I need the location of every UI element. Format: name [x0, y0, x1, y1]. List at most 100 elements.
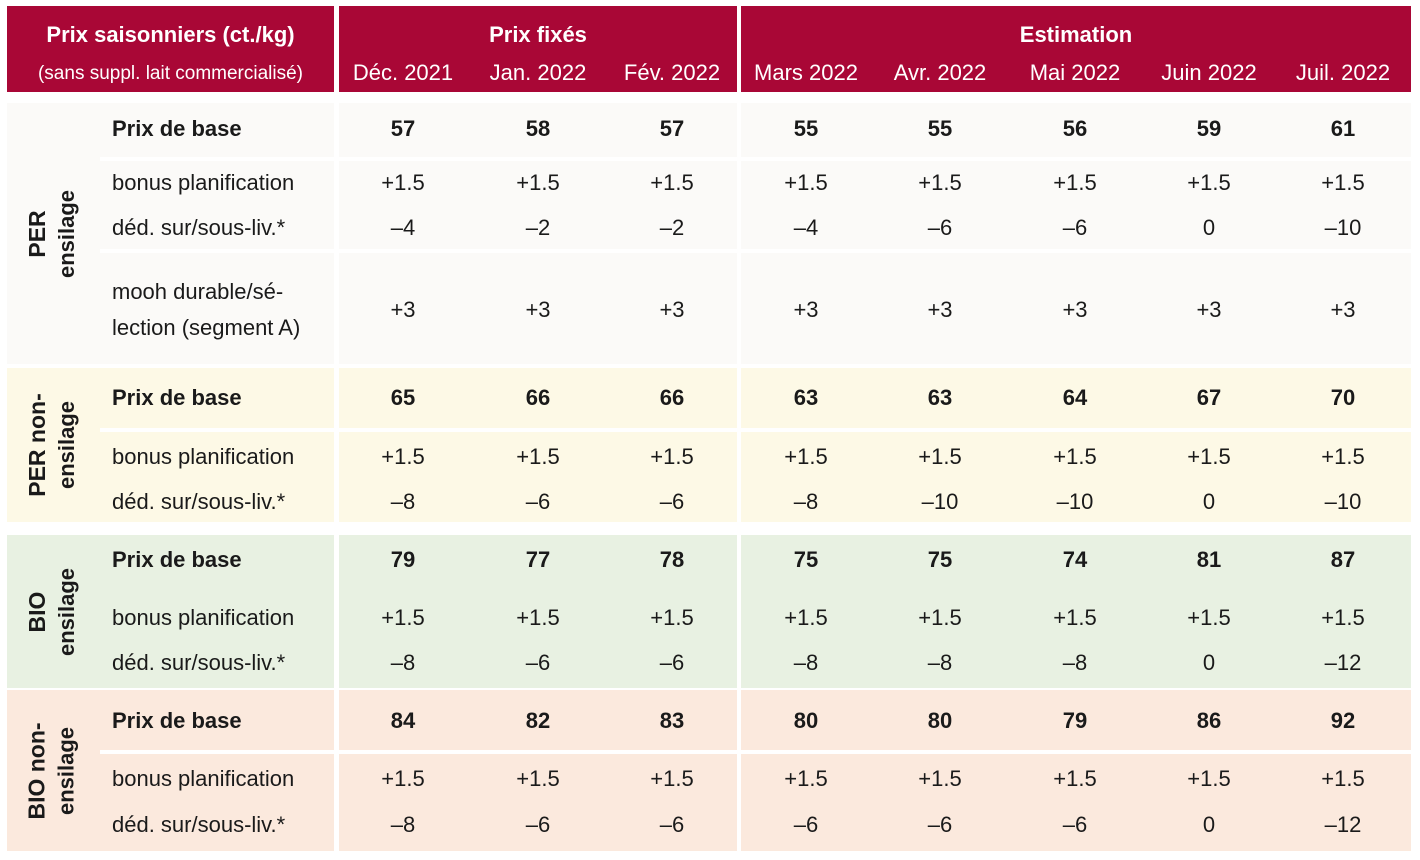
group-estimate-cells	[741, 103, 1411, 364]
row-label: Prix de base	[112, 708, 242, 733]
value-cell: –6	[659, 650, 685, 675]
row-label: Prix de base	[112, 547, 242, 572]
value-cell: +1.5	[918, 766, 962, 791]
value-cell: +3	[1330, 297, 1356, 322]
value-cell: 58	[525, 116, 551, 141]
value-cell: +1.5	[516, 605, 560, 630]
value-cell: 66	[659, 385, 685, 410]
value-cell: 83	[659, 708, 685, 733]
value-cell: –8	[793, 489, 819, 514]
header-estimate: Estimation	[741, 6, 1411, 92]
group-fixed-cells	[339, 690, 737, 851]
row-label: bonus planification	[112, 766, 295, 791]
value-cell: –8	[793, 650, 819, 675]
row-separator	[100, 428, 1411, 432]
value-cell: 0	[1202, 812, 1216, 837]
group-estimate-cells	[741, 368, 1411, 522]
value-cell: +1.5	[650, 605, 694, 630]
value-cell: –12	[1324, 812, 1362, 837]
value-cell: 59	[1196, 116, 1222, 141]
value-cell: 55	[793, 116, 819, 141]
value-cell: +1.5	[918, 444, 962, 469]
value-cell: –6	[927, 812, 953, 837]
value-cell: 79	[390, 547, 416, 572]
value-cell: –2	[525, 215, 551, 240]
group-estimate-cells	[741, 690, 1411, 851]
value-cell: 79	[1062, 708, 1088, 733]
value-cell: +1.5	[1187, 766, 1231, 791]
value-cell: –6	[1062, 215, 1088, 240]
month-header: Juin 2022	[1161, 60, 1257, 85]
value-cell: +1.5	[784, 766, 828, 791]
estimation-heading: Estimation	[1019, 22, 1133, 47]
value-cell: +1.5	[1053, 444, 1097, 469]
value-cell: 86	[1196, 708, 1222, 733]
group-label-cell	[7, 368, 334, 522]
value-cell: +1.5	[516, 170, 560, 195]
group-label-line1: BIO	[23, 591, 50, 632]
group-label: BIO ensilage	[7, 535, 97, 688]
value-cell: +1.5	[516, 444, 560, 469]
group-fixed-cells	[339, 103, 737, 364]
row-label: Prix de base	[112, 385, 242, 410]
month-header: Déc. 2021	[352, 60, 454, 85]
value-cell: +3	[793, 297, 819, 322]
value-cell: +1.5	[1187, 444, 1231, 469]
value-cell: +1.5	[918, 170, 962, 195]
row-label: déd. sur/sous-liv.*	[112, 215, 286, 240]
value-cell: –2	[659, 215, 685, 240]
value-cell: 63	[793, 385, 819, 410]
value-cell: 80	[793, 708, 819, 733]
value-cell: 66	[525, 385, 551, 410]
value-cell: –8	[390, 650, 416, 675]
table-subtitle: (sans suppl. lait commercialisé)	[37, 63, 304, 84]
row-label: bonus planification	[112, 444, 295, 469]
group-estimate-cells	[741, 535, 1411, 688]
month-header: Fév. 2022	[623, 60, 721, 85]
row-label: déd. sur/sous-liv.*	[112, 812, 286, 837]
value-cell: +1.5	[784, 170, 828, 195]
row-label: déd. sur/sous-liv.*	[112, 489, 286, 514]
group-label: PER ensilage	[7, 103, 97, 364]
row-label: bonus planification	[112, 170, 295, 195]
value-cell: +1.5	[1321, 170, 1365, 195]
value-cell: +3	[390, 297, 416, 322]
value-cell: +3	[1062, 297, 1088, 322]
group-label-line2: ensilage	[54, 726, 79, 815]
value-cell: +1.5	[1321, 766, 1365, 791]
value-cell: +1.5	[516, 766, 560, 791]
value-cell: 78	[659, 547, 685, 572]
value-cell: +1.5	[381, 605, 425, 630]
group-label-line1: PER non-	[24, 393, 50, 497]
value-cell: 92	[1330, 708, 1356, 733]
value-cell: –6	[525, 489, 551, 514]
group-label-cell	[7, 535, 334, 688]
value-cell: +1.5	[1053, 170, 1097, 195]
value-cell: +3	[525, 297, 551, 322]
group-label-line1: BIO non-	[24, 721, 50, 820]
group-label-line2: ensilage	[53, 567, 79, 656]
month-header: Mars 2022	[754, 60, 858, 85]
value-cell: +1.5	[1053, 605, 1097, 630]
value-cell: 57	[659, 116, 685, 141]
value-cell: 64	[1062, 385, 1088, 410]
value-cell: –6	[525, 812, 551, 837]
value-cell: 61	[1330, 116, 1356, 141]
group-label-cell	[7, 690, 334, 851]
value-cell: 81	[1196, 547, 1222, 572]
value-cell: +1.5	[1321, 605, 1365, 630]
header-fixed: Prix fixés	[339, 6, 737, 92]
row-separator	[100, 249, 1411, 253]
value-cell: +1.5	[381, 766, 425, 791]
value-cell: +1.5	[918, 605, 962, 630]
row-label: mooh durable/sé-lection (segment A)	[112, 279, 301, 340]
value-cell: 75	[793, 547, 819, 572]
value-cell: +1.5	[1053, 766, 1097, 791]
value-cell: –8	[390, 489, 416, 514]
header-left: Prix saisonniers (ct./kg) (sans suppl. l…	[7, 6, 334, 92]
value-cell: –8	[1062, 650, 1088, 675]
group-label: PER non-ensilage	[7, 368, 97, 522]
value-cell: +1.5	[784, 605, 828, 630]
value-cell: –6	[659, 489, 685, 514]
group-label-cell	[7, 103, 334, 364]
